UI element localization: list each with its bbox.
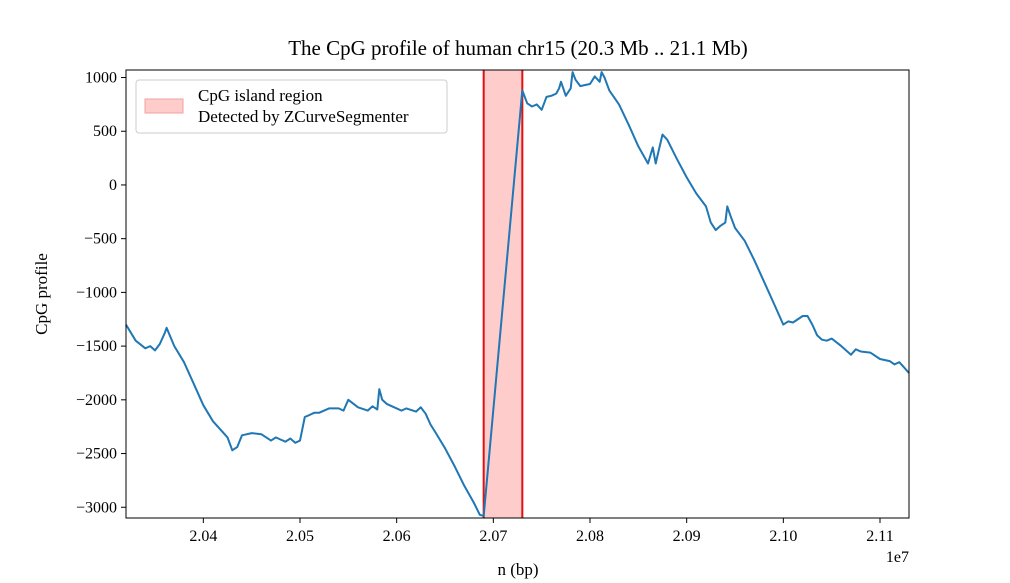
x-tick-label: 2.11 — [866, 528, 893, 545]
y-tick-label: 1000 — [85, 70, 117, 87]
y-tick-label: 500 — [93, 123, 117, 140]
cpg-profile-series-line — [125, 71, 910, 517]
legend-swatch — [144, 98, 184, 114]
y-tick-label: −3000 — [76, 499, 117, 516]
y-axis-label: CpG profile — [32, 253, 51, 335]
x-tick-label: 2.04 — [189, 528, 217, 545]
plot-frame — [125, 69, 910, 519]
x-tick-label: 2.10 — [769, 528, 797, 545]
y-tick-label: −2000 — [76, 392, 117, 409]
x-tick-label: 2.05 — [286, 528, 314, 545]
x-axis-label: n (bp) — [497, 560, 538, 579]
x-tick-label: 2.08 — [576, 528, 604, 545]
y-tick-label: 0 — [109, 177, 117, 194]
x-axis-ticks: 2.04 2.05 2.06 2.07 2.08 2.09 2.10 2.11 — [189, 518, 894, 545]
y-tick-label: −2500 — [76, 446, 117, 463]
legend-label-line-1: CpG island region — [198, 86, 323, 105]
chart-title: The CpG profile of human chr15 (20.3 Mb … — [288, 36, 748, 60]
x-axis-offset-label: 1e7 — [886, 549, 909, 566]
plot-area — [125, 70, 910, 518]
legend-frame — [135, 79, 448, 134]
x-tick-label: 2.09 — [673, 528, 701, 545]
legend-label-line-2: Detected by ZCurveSegmenter — [198, 107, 409, 126]
x-tick-label: 2.06 — [383, 528, 411, 545]
y-tick-label: −1000 — [76, 284, 117, 301]
y-tick-label: −500 — [84, 231, 117, 248]
legend: CpG island region Detected by ZCurveSegm… — [135, 79, 448, 134]
x-tick-label: 2.07 — [479, 528, 507, 545]
y-axis-ticks: −3000 −2500 −2000 −1500 −1000 −500 0 500 1000 — [76, 70, 126, 516]
y-tick-label: −1500 — [76, 338, 117, 355]
